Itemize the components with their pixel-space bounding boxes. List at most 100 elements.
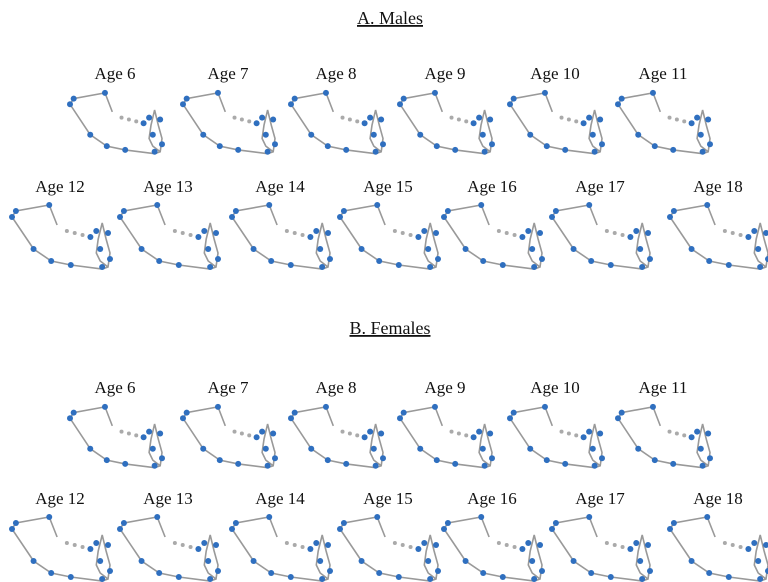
landmark [207,264,214,270]
outline [182,91,276,155]
landmark [343,146,350,153]
landmark [645,230,652,236]
landmark [183,95,190,102]
landmark [580,120,587,127]
panel-label: Age 10 [530,64,580,83]
landmark [183,409,190,416]
outline [551,204,651,270]
landmark [262,131,269,138]
landmark [149,131,156,138]
landmark [627,546,634,552]
outline [399,91,493,155]
landmark [637,246,644,252]
landmark [704,514,711,520]
landmark [539,568,545,574]
landmark [667,429,672,434]
outline [231,516,331,582]
landmark [725,262,732,268]
landmark [119,429,124,434]
landmark [586,114,593,121]
landmark [449,115,454,120]
landmark [738,233,743,237]
outline [231,204,331,270]
panel-label: Age 18 [693,177,743,196]
landmark [80,233,85,237]
landmark [99,576,106,582]
landmark [651,143,658,150]
landmark [355,433,360,438]
landmark [97,246,104,252]
landmark [559,115,564,120]
landmark [46,514,53,520]
landmark [541,403,548,410]
landmark [480,258,487,264]
landmark [122,460,129,467]
landmark [48,258,55,264]
landmark [307,546,314,552]
landmark [325,542,332,548]
landmark [355,119,360,124]
landmark [765,256,768,262]
landmark [262,445,269,452]
panel: Age 8 [288,64,386,155]
landmark [757,264,764,270]
landmark [172,229,177,233]
panel: Age 11 [615,64,713,155]
outline [290,91,384,155]
panel: Age 15 [337,489,441,582]
landmark [180,543,185,547]
landmark [512,545,517,549]
landmark [87,445,94,452]
landmark [372,462,379,469]
landmark [239,117,244,122]
landmark [633,540,640,546]
landmark [340,208,347,214]
landmark [200,131,207,138]
landmark [138,246,145,252]
landmark [213,542,220,548]
panel-label: Age 11 [639,64,688,83]
landmark [180,415,186,422]
landmark [188,545,193,549]
landmark [618,95,625,102]
landmark [651,457,658,464]
landmark [376,570,383,576]
landmark [272,455,278,462]
landmark [464,119,469,124]
landmark [433,230,440,236]
panel: Age 16 [441,489,545,582]
landmark [527,445,534,452]
landmark [425,558,432,564]
landmark [213,230,220,236]
outline [551,516,651,582]
landmark [549,526,555,532]
landmark [525,228,532,234]
landmark [149,445,156,452]
landmark [589,131,596,138]
landmark [633,228,640,234]
landmark [159,141,165,148]
landmark [738,545,743,549]
panel: Age 6 [67,378,165,469]
landmark [615,101,621,108]
landmark [107,568,113,574]
landmark [635,445,642,452]
landmark [730,543,735,547]
panel: Age 10 [507,378,605,469]
landmark [340,115,345,120]
landmark [470,120,477,127]
landmark [597,430,604,437]
landmark [541,89,548,96]
landmark [214,403,221,410]
landmark [291,409,298,416]
landmark [378,430,385,437]
landmark [308,131,315,138]
landmark [635,131,642,138]
landmark [682,119,687,124]
outline [290,405,384,469]
outline [617,91,711,155]
landmark [9,214,15,220]
section-title: A. Males [357,8,423,28]
landmark [519,546,526,552]
landmark [157,430,164,437]
